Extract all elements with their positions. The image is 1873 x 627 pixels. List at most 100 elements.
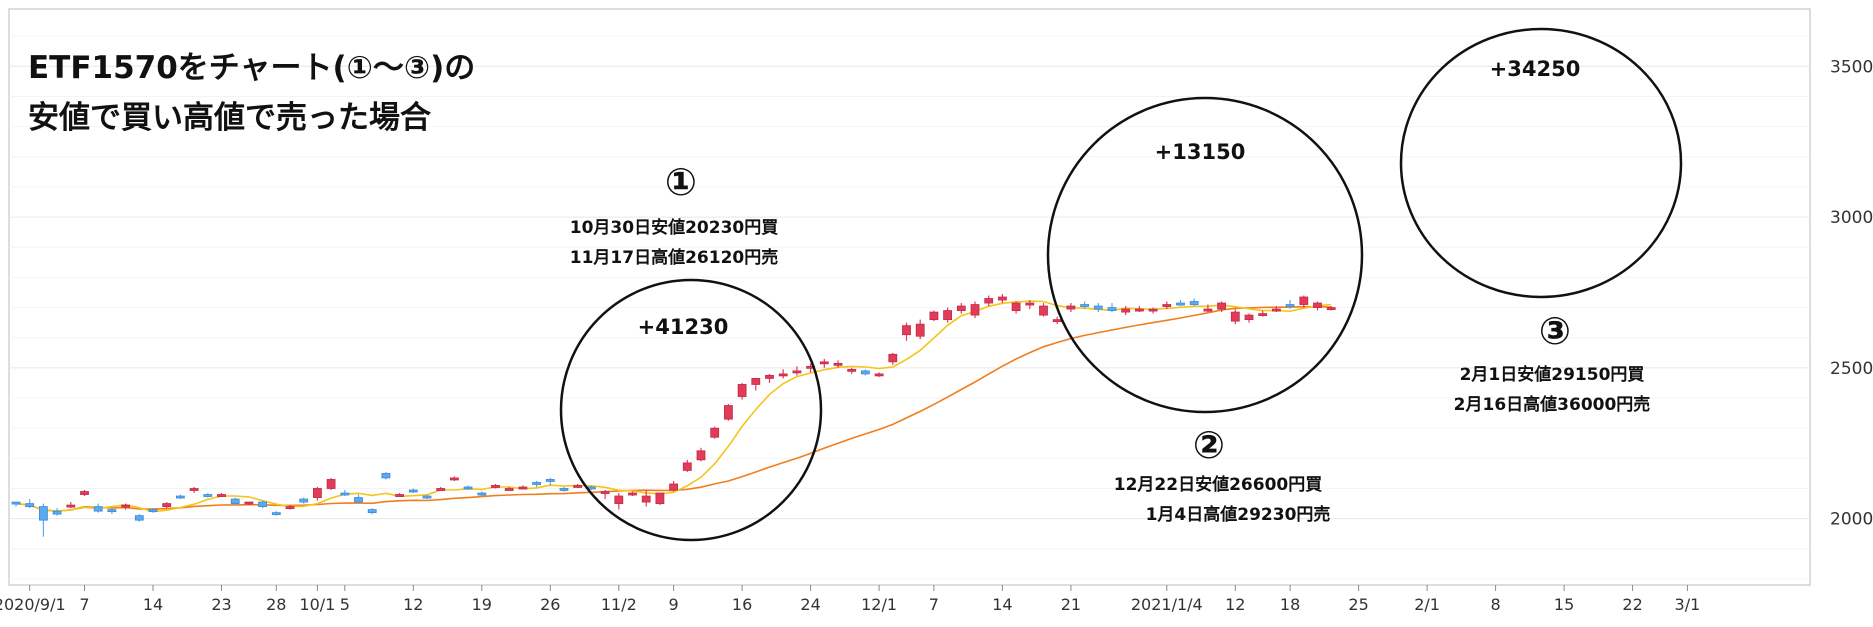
candle-body (148, 509, 158, 513)
x-tick-label: 2/1 (1414, 595, 1440, 614)
candle-body (998, 296, 1007, 301)
candle-body (381, 473, 391, 479)
candle-body (326, 479, 336, 489)
candle-body (230, 498, 240, 504)
annotation-2-marker: ② (1193, 423, 1225, 467)
annotation-3-buy: 2月1日安値29150円買 (1460, 364, 1645, 385)
candle-body (354, 497, 363, 503)
candle-body (1135, 308, 1144, 312)
candle-body (1066, 305, 1076, 310)
x-tick-label: 10/1 (299, 595, 335, 614)
candle-body (463, 486, 473, 490)
candle-body (134, 515, 144, 521)
candle-body (1148, 308, 1158, 312)
candle-body (422, 495, 432, 499)
candle-body (299, 498, 309, 503)
candle-body (1176, 302, 1185, 306)
annotation-2: ② 12月22日安値26600円買 1月4日高値29230円売 +13150 (1114, 140, 1331, 525)
candle-body (1093, 305, 1103, 310)
x-tick-label: 9 (669, 595, 679, 614)
x-tick-label: 23 (211, 595, 231, 614)
title-line-1: ETF1570をチャート(①～③)の (28, 50, 475, 86)
plot-area (8, 8, 1811, 586)
candle-body (1203, 308, 1213, 312)
grid-lines (9, 35, 1810, 580)
candle-body (408, 489, 418, 493)
y-tick-label: 35000 (1830, 57, 1873, 77)
candle-body (11, 501, 21, 505)
candle-body (874, 373, 884, 377)
candle-body (628, 492, 637, 496)
x-tick-label: 21 (1061, 595, 1081, 614)
candle-body (175, 495, 185, 499)
candle-body (1244, 314, 1254, 321)
x-tick-label: 15 (1554, 595, 1574, 614)
x-tick-label: 12 (1225, 595, 1245, 614)
candle-body (504, 488, 514, 491)
x-tick-label: 12 (403, 595, 423, 614)
candle-body (545, 479, 555, 482)
annotation-1-gain: +41230 (638, 315, 729, 339)
circle-2 (1046, 96, 1364, 414)
annotation-1-marker: ① (665, 160, 697, 204)
candle-body (559, 488, 569, 491)
candle-body (682, 462, 692, 471)
candle-body (710, 427, 720, 438)
annotation-2-buy: 12月22日安値26600円買 (1114, 474, 1322, 495)
candle-body (1326, 307, 1336, 310)
candle-body (1162, 304, 1172, 307)
candle-body (1230, 311, 1240, 322)
candle-body (847, 368, 857, 372)
x-tick-label: 25 (1348, 595, 1368, 614)
candle-body (39, 506, 48, 521)
candle-body (449, 477, 459, 481)
y-tick-label: 30000 (1830, 208, 1873, 228)
x-tick-label: 19 (472, 595, 492, 614)
candle-body (1039, 305, 1048, 316)
x-tick-label: 2020/9/1 (0, 595, 66, 614)
x-tick-label: 14 (992, 595, 1012, 614)
candle-body (737, 384, 747, 397)
chart-title: ETF1570をチャート(①～③)の 安値で買い高値で売った場合 (28, 50, 475, 136)
candle-body (107, 509, 117, 513)
candles (11, 293, 1336, 537)
candle-body (285, 506, 295, 509)
candle-body (1052, 319, 1062, 323)
candle-body (765, 375, 774, 379)
highlight-circles (559, 27, 1683, 542)
candle-body (778, 373, 788, 377)
x-axis-ticks: 2020/9/1 7 14 23 28 10/1 5 12 19 26 11/2 9 16 24 12/1 7… (0, 585, 1700, 614)
candle-body (244, 501, 254, 505)
candle-body (1272, 308, 1281, 312)
candle-body (915, 323, 925, 337)
annotation-2-gain: +13150 (1155, 140, 1246, 164)
candle-body (340, 492, 350, 496)
annotation-1: ① 10月30日安値20230円買 11月17日高値26120円売 +41230 (570, 160, 778, 339)
x-tick-label: 8 (1491, 595, 1501, 614)
x-tick-label: 28 (266, 595, 286, 614)
candle-body (66, 504, 76, 508)
candle-body (1313, 302, 1322, 308)
candle-body (984, 298, 994, 304)
candle-body (1011, 302, 1021, 311)
candle-body (943, 310, 952, 321)
candle-body (491, 485, 500, 488)
annotation-2-sell: 1月4日高値29230円売 (1146, 504, 1331, 525)
annotation-3: ③ 2月1日安値29150円買 2月16日高値36000円売 +34250 (1454, 57, 1651, 415)
candle-body (80, 491, 89, 495)
candle-body (1285, 304, 1295, 307)
candle-body (861, 370, 870, 375)
candle-body (614, 495, 624, 504)
candle-body (367, 509, 377, 514)
candle-body (600, 491, 610, 494)
candle-body (1299, 296, 1309, 305)
candle-body (1217, 302, 1226, 310)
x-tick-label: 14 (143, 595, 163, 614)
candle-body (833, 362, 843, 366)
candle-body (25, 503, 35, 507)
candle-body (52, 510, 62, 515)
candle-body (696, 450, 706, 461)
x-tick-label: 2021/1/4 (1131, 595, 1203, 614)
y-tick-label: 25000 (1830, 359, 1873, 379)
